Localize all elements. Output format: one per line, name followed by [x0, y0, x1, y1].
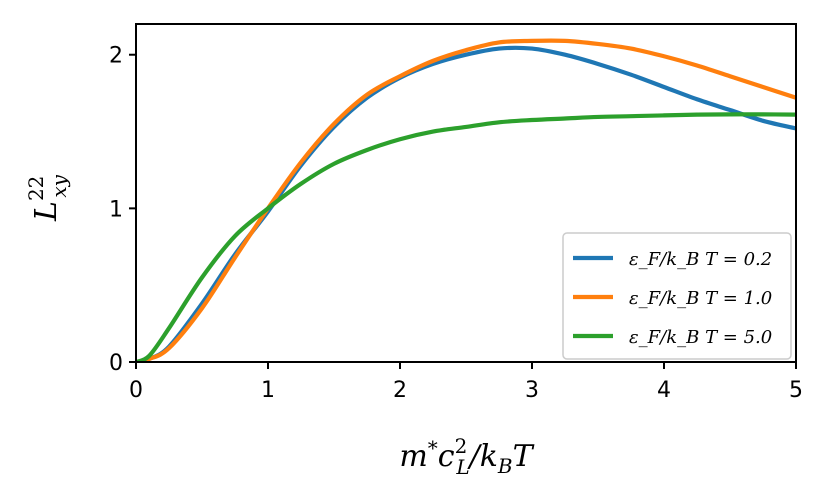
legend: ε_F/k_B T = 0.2 ε_F/k_B T = 1.0 ε_F/k_B T … [562, 232, 792, 360]
y-tick-label: 1 [109, 197, 123, 222]
series-line-0 [136, 45, 796, 362]
x-axis-title: m*c2 L/kBT [399, 434, 534, 479]
y-tick-label: 2 [109, 44, 123, 69]
x-tick-label: 0 [129, 378, 143, 403]
x-tick-label: 1 [261, 378, 275, 403]
series-line-1 [136, 38, 796, 362]
legend-label-1: ε_F/k_B T = 1.0 [629, 288, 772, 309]
plot-frame [135, 23, 797, 363]
y-axis-title: L22xy [24, 174, 71, 222]
x-tick-label: 4 [657, 378, 671, 403]
x-tick-label: 2 [393, 378, 407, 403]
series-line-2 [136, 112, 796, 362]
legend-label-2: ε_F/k_B T = 5.0 [629, 327, 772, 348]
plot-layer [136, 38, 796, 362]
legend-label-0: ε_F/k_B T = 0.2 [629, 249, 772, 270]
x-tick-label: 5 [789, 378, 803, 403]
y-tick-label: 0 [109, 351, 123, 376]
legend-box [562, 232, 792, 360]
axes-layer: 0 1 2 3 4 5 0 1 2 m*c2 L/kBT L22xy [24, 23, 803, 479]
x-tick-label: 3 [525, 378, 539, 403]
